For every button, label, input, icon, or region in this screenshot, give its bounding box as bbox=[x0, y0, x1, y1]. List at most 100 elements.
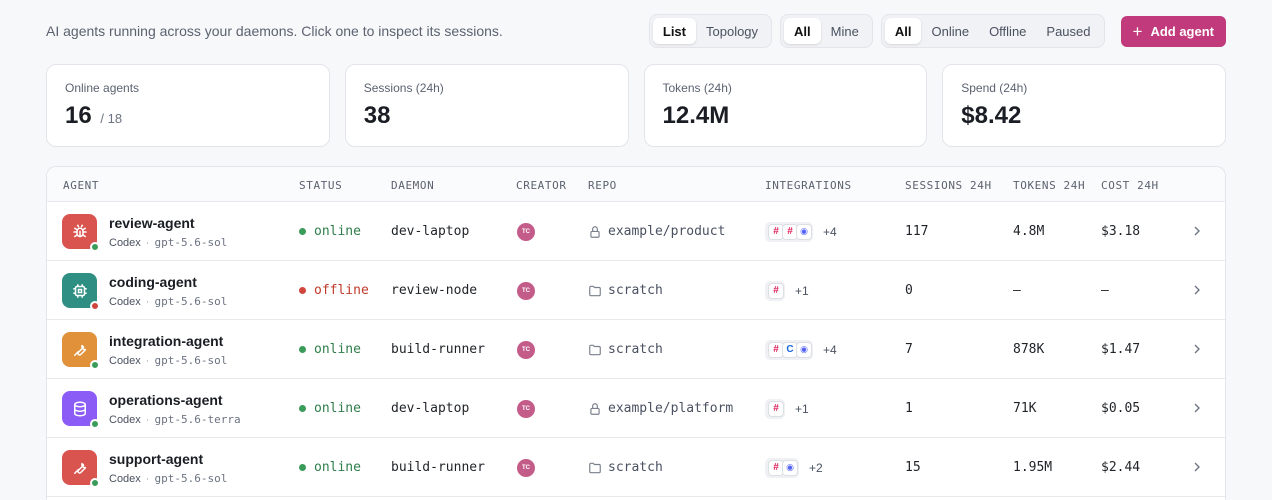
filter-all[interactable]: All bbox=[784, 18, 821, 44]
agent-model: gpt-5.6-terra bbox=[154, 413, 241, 426]
agent-name[interactable]: review-agent bbox=[109, 215, 195, 231]
status-all[interactable]: All bbox=[884, 18, 922, 44]
status-online[interactable]: Online bbox=[931, 23, 970, 39]
discord-icon: ◉ bbox=[782, 459, 798, 476]
daemon-cell: review-node bbox=[391, 283, 478, 298]
status-cell: online bbox=[299, 379, 361, 438]
table-row[interactable]: coding-agent Codex · gpt-5.6-sol offline… bbox=[47, 261, 1225, 320]
table-row[interactable]: operations-agent Codex · gpt-5.6-terra o… bbox=[47, 379, 1225, 438]
discord-icon: ◉ bbox=[796, 223, 812, 240]
folder-icon bbox=[588, 461, 608, 475]
stat-value: $8.42 bbox=[961, 102, 1022, 129]
status-offline[interactable]: Offline bbox=[989, 23, 1027, 39]
tab-list[interactable]: List bbox=[652, 18, 696, 44]
status-cell: online bbox=[299, 320, 361, 379]
stat-suffix: / 18 bbox=[100, 111, 123, 126]
stat-sessions: Sessions (24h) 38 bbox=[344, 64, 629, 147]
lock-icon bbox=[588, 402, 608, 416]
daemon-cell: dev-laptop bbox=[391, 224, 470, 239]
slack-icon: # bbox=[768, 282, 784, 299]
col-status[interactable]: STATUS bbox=[299, 179, 343, 192]
chevron-right-icon[interactable] bbox=[1189, 400, 1205, 416]
agent-model: gpt-5.6-sol bbox=[154, 236, 228, 249]
agent-provider: Codex bbox=[109, 472, 141, 485]
integrations-cell[interactable]: # ◉ +2 bbox=[765, 438, 823, 497]
tab-topology[interactable]: Topology bbox=[706, 23, 759, 39]
integrations-cell[interactable]: # # ◉ +4 bbox=[765, 202, 837, 261]
agent-name[interactable]: coding-agent bbox=[109, 274, 197, 290]
status-cell: online bbox=[299, 202, 361, 261]
repo-name: scratch bbox=[608, 342, 663, 357]
add-agent-button[interactable]: + Add agent bbox=[1120, 15, 1226, 47]
table-row[interactable]: support-agent Codex · gpt-5.6-sol online… bbox=[47, 438, 1225, 497]
agent-meta: Codex · gpt-5.6-terra bbox=[109, 413, 241, 426]
chevron-right-icon[interactable] bbox=[1189, 223, 1205, 239]
table-row[interactable]: review-agent Codex · gpt-5.6-sol online … bbox=[47, 202, 1225, 261]
page-subtitle: AI agents running across your daemons. C… bbox=[46, 23, 503, 39]
repo-name: scratch bbox=[608, 460, 663, 475]
tokens-cell: 4.8M bbox=[1013, 224, 1045, 239]
agent-meta: Codex · gpt-5.6-sol bbox=[109, 354, 227, 367]
creator-avatar: TC bbox=[517, 281, 535, 300]
agent-name[interactable]: support-agent bbox=[109, 451, 204, 467]
agents-table: AGENT STATUS DAEMON CREATOR REPO INTEGRA… bbox=[46, 166, 1226, 500]
agent-avatar bbox=[62, 273, 100, 311]
daemon-cell: build-runner bbox=[391, 460, 485, 475]
separator: · bbox=[145, 472, 150, 485]
agent-name[interactable]: operations-agent bbox=[109, 392, 223, 408]
agent-provider: Codex bbox=[109, 295, 141, 308]
col-repo[interactable]: REPO bbox=[588, 179, 617, 192]
col-tokens[interactable]: TOKENS 24H bbox=[1013, 179, 1086, 192]
col-cost[interactable]: COST 24H bbox=[1101, 179, 1159, 192]
integrations-cell[interactable]: # +1 bbox=[765, 261, 809, 320]
chevron-right-icon[interactable] bbox=[1189, 341, 1205, 357]
view-toggle: List Topology bbox=[648, 14, 773, 48]
integrations-more: +1 bbox=[795, 283, 809, 298]
stat-online-agents: Online agents 16 / 18 bbox=[46, 64, 330, 147]
agent-avatar bbox=[62, 450, 100, 488]
agent-model: gpt-5.6-sol bbox=[154, 354, 228, 367]
agent-meta: Codex · gpt-5.6-sol bbox=[109, 236, 227, 249]
sessions-cell: 117 bbox=[905, 224, 929, 239]
slack-icon: # bbox=[768, 400, 784, 417]
status-dot bbox=[299, 287, 306, 294]
stat-value: 12.4M bbox=[662, 102, 730, 129]
repo-cell[interactable]: scratch bbox=[588, 438, 663, 497]
status-filter: All Online Offline Paused bbox=[880, 14, 1105, 48]
integrations-cell[interactable]: # +1 bbox=[765, 379, 809, 438]
col-daemon[interactable]: DAEMON bbox=[391, 179, 435, 192]
col-creator[interactable]: CREATOR bbox=[516, 179, 567, 192]
creator-cell: TC bbox=[517, 202, 535, 261]
cost-cell: — bbox=[1101, 283, 1109, 298]
integrations-more: +4 bbox=[823, 224, 837, 239]
creator-avatar: TC bbox=[517, 458, 535, 477]
status-cell: offline bbox=[299, 261, 369, 320]
agent-provider: Codex bbox=[109, 354, 141, 367]
chevron-right-icon[interactable] bbox=[1189, 282, 1205, 298]
status-text: online bbox=[314, 342, 361, 357]
filter-mine[interactable]: Mine bbox=[830, 23, 859, 39]
repo-cell[interactable]: scratch bbox=[588, 320, 663, 379]
repo-cell[interactable]: scratch bbox=[588, 261, 663, 320]
col-agent[interactable]: AGENT bbox=[63, 179, 100, 192]
status-paused[interactable]: Paused bbox=[1046, 23, 1091, 39]
integration-chips: # bbox=[765, 280, 785, 301]
chevron-right-icon[interactable] bbox=[1189, 459, 1205, 475]
col-integrations[interactable]: INTEGRATIONS bbox=[765, 179, 852, 192]
table-row[interactable]: integration-agent Codex · gpt-5.6-sol on… bbox=[47, 320, 1225, 379]
separator: · bbox=[145, 354, 150, 367]
cost-cell: $1.47 bbox=[1101, 342, 1141, 357]
repo-cell[interactable]: example/product bbox=[588, 202, 725, 261]
stat-label: Tokens (24h) bbox=[662, 81, 732, 95]
status-dot bbox=[299, 228, 306, 235]
status-indicator bbox=[90, 478, 100, 488]
col-sessions[interactable]: SESSIONS 24H bbox=[905, 179, 992, 192]
agent-meta: Codex · gpt-5.6-sol bbox=[109, 472, 227, 485]
repo-cell[interactable]: example/platform bbox=[588, 379, 733, 438]
agent-provider: Codex bbox=[109, 236, 141, 249]
repo-name: example/product bbox=[608, 224, 726, 239]
status-indicator bbox=[90, 242, 100, 252]
agent-name[interactable]: integration-agent bbox=[109, 333, 224, 349]
tokens-cell: 1.95M bbox=[1013, 460, 1053, 475]
integrations-cell[interactable]: # C ◉ +4 bbox=[765, 320, 837, 379]
